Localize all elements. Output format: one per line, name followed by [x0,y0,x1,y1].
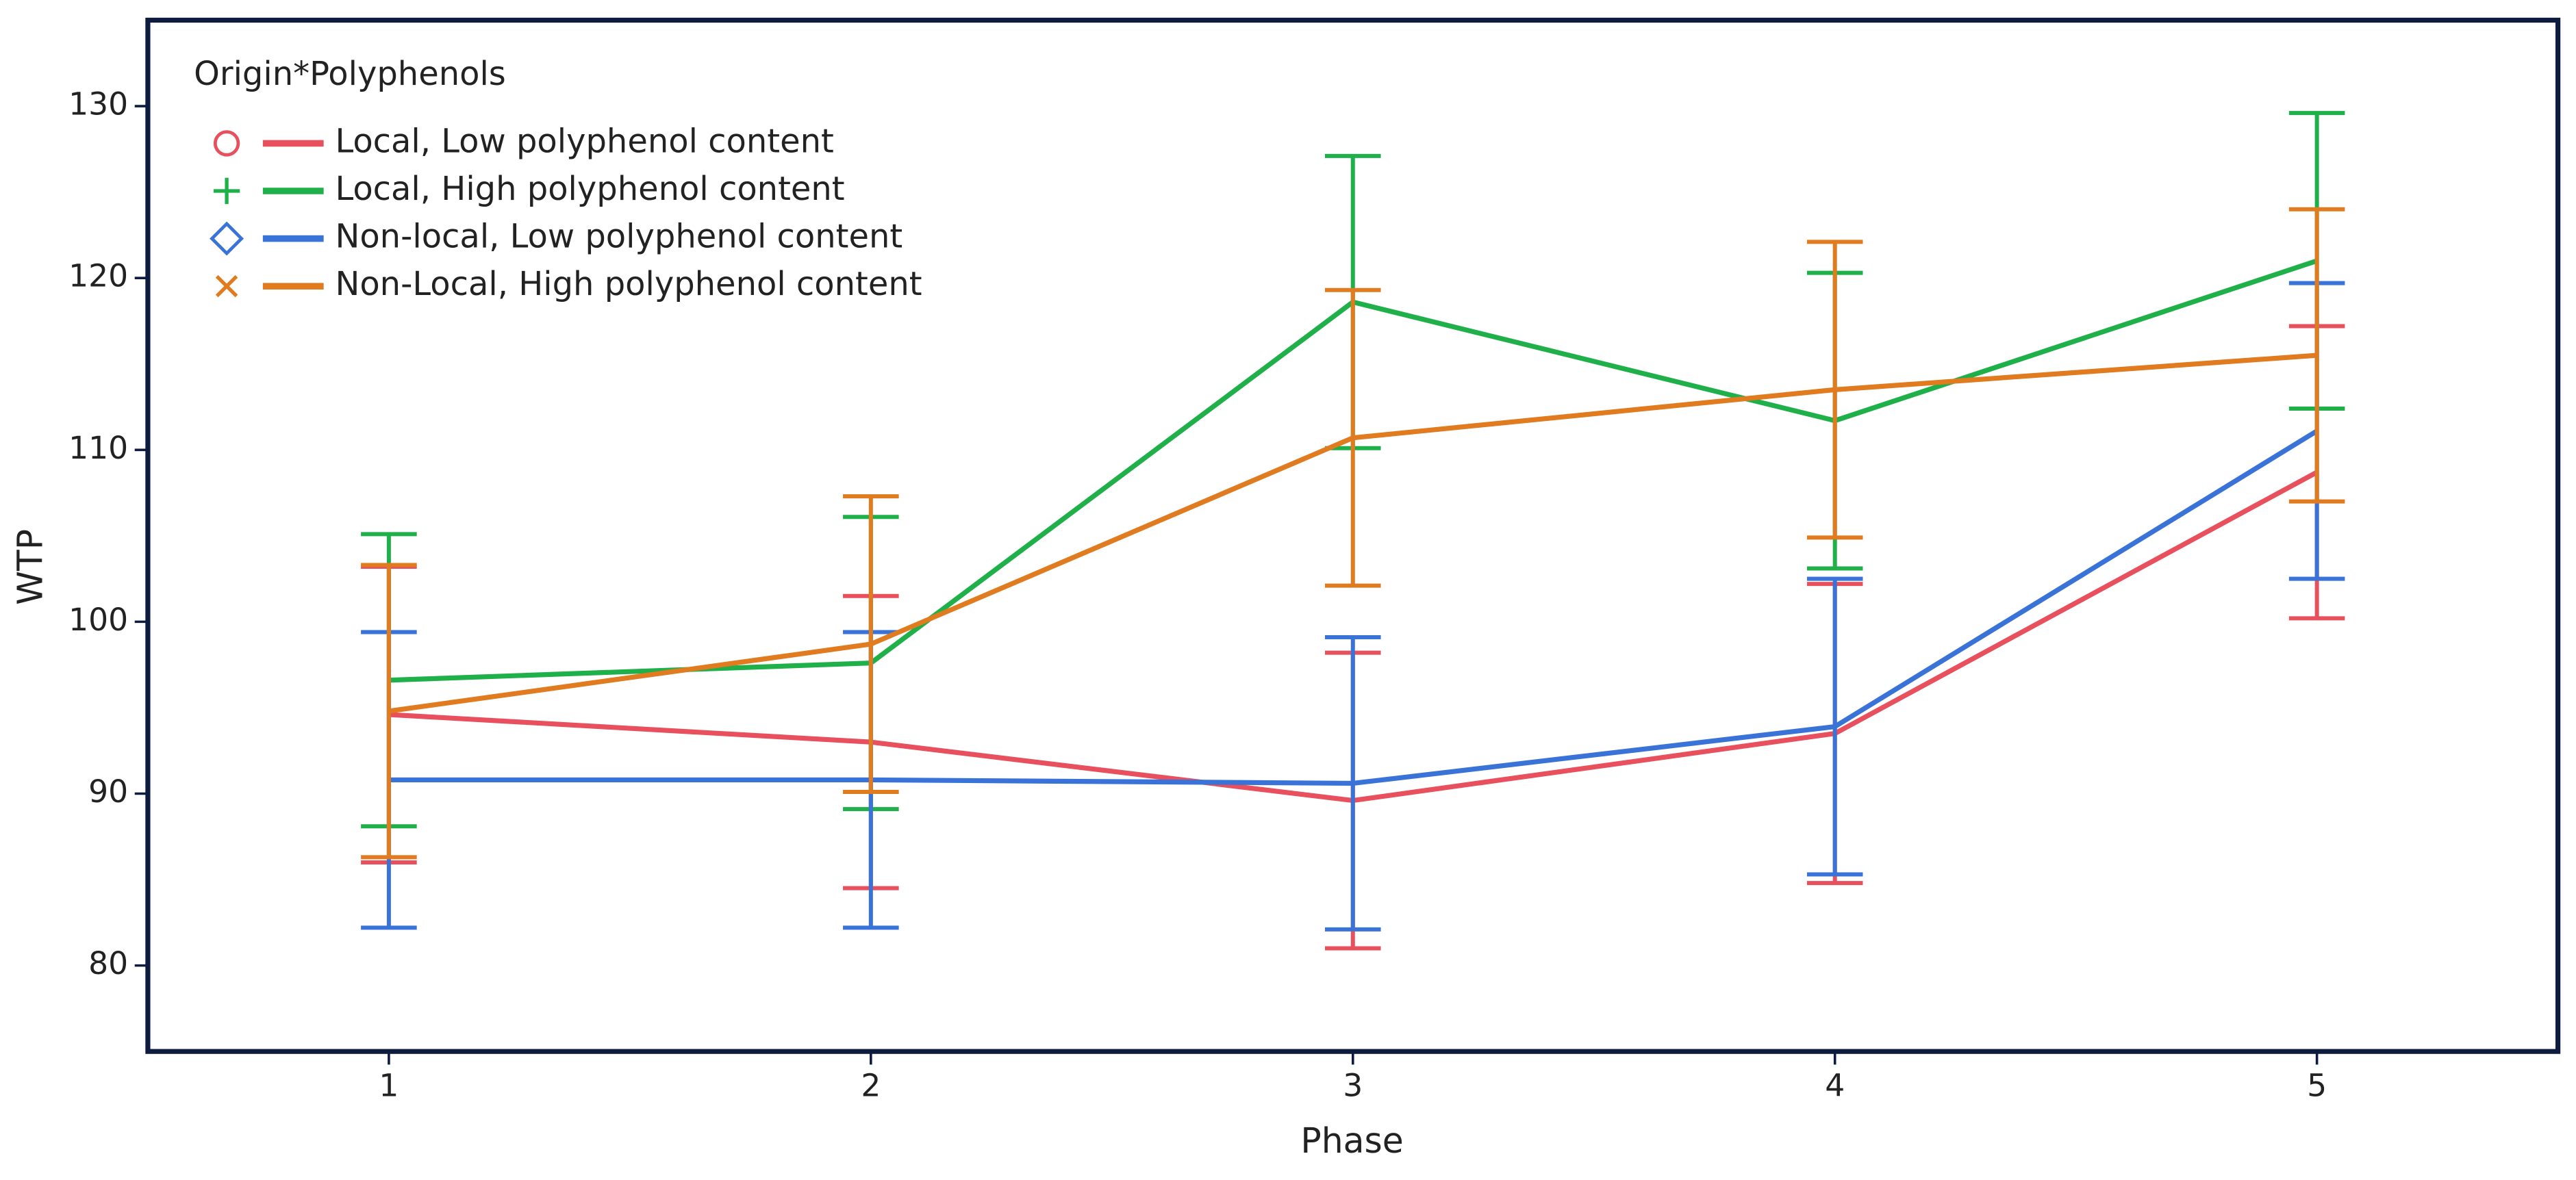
y-tick-label: 130 [68,86,128,123]
legend-marker [213,177,240,205]
x-tick-label: 3 [1343,1067,1363,1103]
y-tick-label: 80 [88,945,128,982]
x-tick-label: 1 [379,1067,399,1103]
legend-label: Non-local, Low polyphenol content [335,218,902,256]
series-line [388,352,2317,714]
legend-marker [210,221,244,256]
legend-marker [215,274,238,298]
legend-label: Non-Local, High polyphenol content [335,265,922,303]
x-tick-label: 5 [2307,1067,2327,1103]
series-line [388,428,2319,786]
y-tick-label: 100 [68,602,128,638]
y-tick-label: 110 [68,430,128,466]
legend-title: Origin*Polyphenols [194,55,506,93]
y-axis-label: WTP [10,529,50,605]
legend-label: Local, Low polyphenol content [335,122,833,160]
y-tick-label: 90 [88,773,128,810]
x-axis-label: Phase [1300,1120,1403,1161]
y-tick-label: 120 [68,258,128,294]
legend-label: Local, High polyphenol content [335,170,844,208]
x-tick-label: 2 [861,1067,881,1103]
x-tick-label: 4 [1825,1067,1845,1103]
legend-marker [213,130,240,157]
